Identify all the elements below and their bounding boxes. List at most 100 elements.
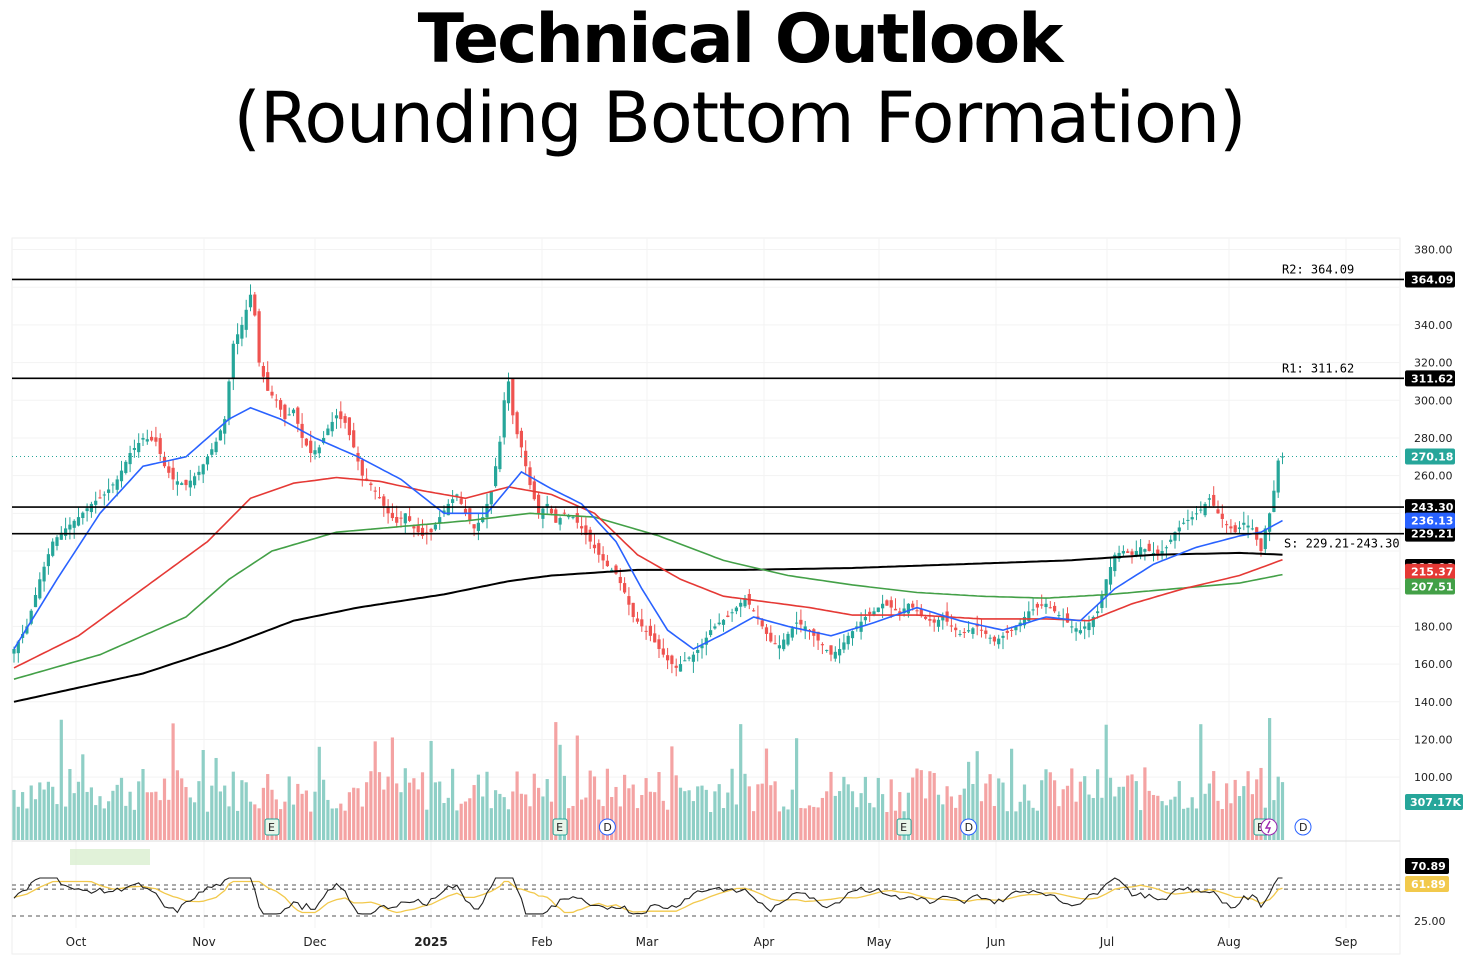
volume-bar: [1190, 797, 1194, 840]
candle-body: [72, 520, 76, 528]
rsi-line: [13, 877, 1283, 915]
volume-bar: [261, 787, 265, 840]
candle-body: [1126, 551, 1130, 553]
candle-body: [1143, 549, 1147, 552]
volume-bar: [236, 810, 240, 840]
candle-body: [1272, 490, 1276, 512]
volume-bar: [33, 799, 38, 840]
volume-bar: [906, 792, 910, 840]
candle-body: [1207, 498, 1211, 500]
volume-bar: [1014, 811, 1018, 840]
candle-body: [1117, 552, 1121, 559]
candle-body: [1065, 613, 1070, 623]
volume-bar: [1108, 777, 1113, 840]
candle-body: [549, 508, 554, 514]
volume-bar: [1242, 786, 1246, 840]
event-marker-label: E: [268, 821, 275, 834]
candle-body: [1078, 630, 1082, 634]
volume-bar: [193, 802, 197, 840]
volume-bar: [463, 801, 468, 840]
split-marker-icon: [1260, 818, 1278, 836]
volume-bar: [592, 776, 597, 840]
candle-body: [842, 642, 846, 650]
volume-bar: [1044, 769, 1048, 840]
candle-body: [721, 619, 726, 625]
candle-body: [979, 629, 984, 631]
candle-body: [575, 513, 579, 523]
candle-body: [132, 448, 136, 450]
candle-body: [936, 619, 941, 627]
volume-bar: [519, 793, 523, 840]
volume-bar: [932, 772, 936, 840]
candle-body: [1108, 567, 1113, 585]
candle-body: [941, 616, 945, 621]
candle-body: [1074, 628, 1078, 632]
volume-tag: [1405, 794, 1463, 810]
volume-bar: [29, 785, 33, 840]
volume-bar: [154, 791, 158, 840]
candle-body: [1156, 549, 1160, 555]
volume-bar: [85, 791, 89, 840]
candle-body: [1173, 532, 1177, 541]
candle-body: [1083, 626, 1087, 629]
volume-bar: [390, 737, 394, 840]
volume-bar: [696, 786, 700, 840]
candle-body: [55, 537, 59, 546]
candle-body: [1070, 626, 1074, 628]
volume-bar: [1186, 807, 1190, 840]
candle-body: [777, 645, 781, 649]
y-tick-label: 280.00: [1414, 432, 1453, 445]
candle-body: [739, 602, 743, 607]
candle-body: [825, 649, 829, 651]
candle-body: [446, 503, 450, 516]
volume-bar: [214, 757, 218, 840]
volume-bar: [51, 786, 55, 840]
volume-bar: [1272, 800, 1276, 840]
event-marker-label: D: [965, 821, 973, 834]
volume-bar: [46, 781, 50, 840]
volume-bar: [640, 795, 644, 840]
candle-body: [29, 610, 33, 624]
candle-body: [803, 626, 807, 630]
candle-body: [790, 628, 794, 638]
volume-bar: [253, 804, 257, 840]
volume-bar: [218, 791, 222, 840]
level-tag-text: 311.62: [1411, 372, 1453, 385]
candle-body: [442, 510, 446, 513]
candle-body: [876, 607, 880, 612]
candle-body: [670, 655, 674, 665]
candle-body: [171, 467, 175, 480]
candle-body: [657, 639, 661, 650]
y-tick-label: 300.00: [1414, 394, 1453, 407]
rsi-axis-label: 25.00: [1414, 915, 1446, 928]
volume-bar: [911, 777, 915, 840]
volume-bar: [1087, 794, 1091, 840]
volume-bar: [721, 808, 726, 840]
x-month-label: 2025: [414, 935, 447, 949]
candle-body: [661, 648, 665, 655]
candle-body: [102, 494, 106, 496]
volume-bar: [1160, 801, 1164, 840]
candle-body: [1203, 503, 1207, 516]
candle-body: [485, 503, 489, 518]
candle-body: [597, 543, 601, 555]
price-tag: [1405, 578, 1455, 595]
volume-bar: [326, 799, 330, 840]
volume-bar: [618, 806, 622, 840]
volume-bar: [1147, 790, 1151, 840]
volume-bar: [1276, 776, 1280, 840]
candle-body: [25, 626, 29, 634]
candle-body: [816, 631, 820, 641]
volume-bar: [532, 773, 536, 840]
candle-body: [476, 522, 480, 531]
volume-bar: [666, 809, 670, 840]
volume-bar: [872, 807, 876, 840]
volume-bar: [322, 779, 326, 840]
volume-bar: [1212, 771, 1216, 840]
candle-body: [1130, 551, 1134, 555]
volume-bar: [1065, 785, 1070, 840]
candle-body: [1194, 513, 1199, 515]
candle-body: [98, 497, 102, 499]
volume-bar: [1246, 771, 1250, 840]
